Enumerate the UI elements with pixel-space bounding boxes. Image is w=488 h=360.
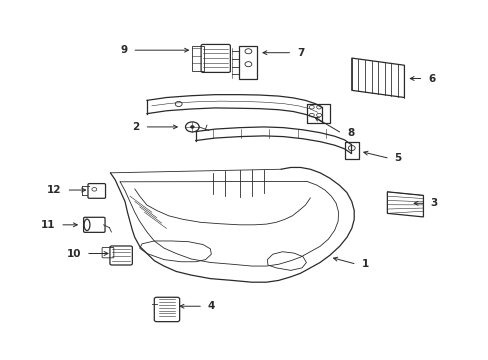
Text: 12: 12 [47, 185, 61, 195]
Text: 2: 2 [132, 122, 140, 132]
Text: 6: 6 [427, 73, 435, 84]
Text: 11: 11 [41, 220, 55, 230]
Text: 8: 8 [346, 129, 353, 138]
Circle shape [190, 126, 194, 129]
Text: 1: 1 [361, 259, 368, 269]
Text: 10: 10 [66, 248, 81, 258]
Text: 3: 3 [430, 198, 437, 208]
Text: 5: 5 [394, 153, 401, 163]
Text: 4: 4 [207, 301, 215, 311]
Text: 9: 9 [120, 45, 127, 55]
Text: 7: 7 [297, 48, 304, 58]
